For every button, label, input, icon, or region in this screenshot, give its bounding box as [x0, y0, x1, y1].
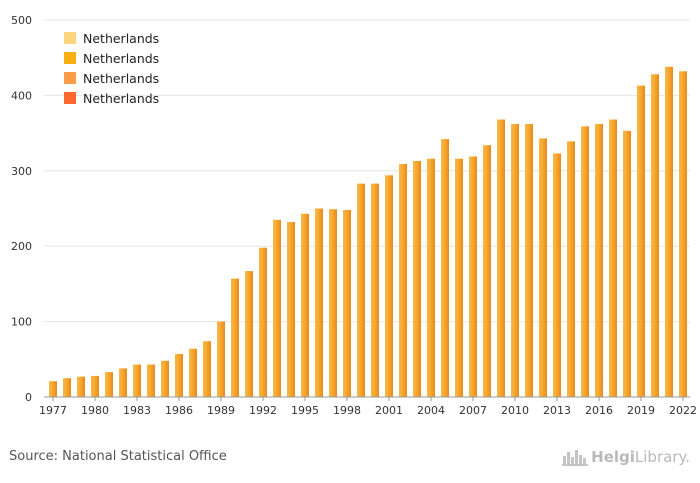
- legend-swatch: [64, 32, 76, 44]
- legend-item[interactable]: Netherlands: [64, 68, 159, 88]
- x-tick-label: 2007: [459, 404, 487, 417]
- y-tick-label: 300: [11, 165, 32, 178]
- legend-label: Netherlands: [83, 30, 160, 46]
- city-skyline-icon: [562, 450, 589, 466]
- bar-1977[interactable]: [49, 381, 57, 397]
- x-tick-label: 2019: [627, 404, 655, 417]
- bar-1999[interactable]: [357, 183, 365, 397]
- bar-2000[interactable]: [371, 183, 379, 397]
- bar-2011[interactable]: [525, 124, 533, 398]
- bar-1997[interactable]: [329, 209, 337, 397]
- bar-1993[interactable]: [273, 219, 281, 397]
- bar-1992[interactable]: [259, 247, 267, 397]
- y-tick-label: 100: [11, 316, 32, 329]
- bar-1991[interactable]: [245, 271, 253, 397]
- bar-1982[interactable]: [119, 368, 127, 397]
- x-tick-label: 1998: [333, 404, 361, 417]
- bar-2020[interactable]: [651, 74, 659, 397]
- bar-1985[interactable]: [161, 360, 169, 397]
- bar-2003[interactable]: [413, 161, 421, 397]
- y-tick-label: 200: [11, 240, 32, 253]
- legend: Netherlands Netherlands Netherlands Neth…: [64, 28, 159, 108]
- bar-1978[interactable]: [63, 378, 71, 397]
- x-tick-label: 1992: [249, 404, 277, 417]
- bar-2021[interactable]: [665, 66, 673, 397]
- x-tick-label: 2016: [585, 404, 613, 417]
- bar-2001[interactable]: [385, 175, 393, 397]
- bar-1979[interactable]: [77, 376, 85, 397]
- bar-2012[interactable]: [539, 138, 547, 397]
- bar-1986[interactable]: [175, 354, 183, 397]
- x-tick-label: 1983: [123, 404, 151, 417]
- logo-text-library: Library: [634, 448, 686, 466]
- axes: 0 100 200 300 400 500 1977 1980 1983 1986 1989 1992…: [11, 14, 697, 417]
- bar-1984[interactable]: [147, 364, 155, 397]
- legend-label: Netherlands: [83, 50, 160, 66]
- legend-item[interactable]: Netherlands: [64, 48, 159, 68]
- bar-2009[interactable]: [497, 119, 505, 397]
- x-tick-label: 1989: [207, 404, 235, 417]
- bar-1994[interactable]: [287, 222, 295, 397]
- bar-2017[interactable]: [609, 119, 617, 397]
- bar-2007[interactable]: [469, 156, 477, 397]
- bar-2002[interactable]: [399, 164, 407, 397]
- bar-series: [49, 66, 687, 398]
- x-tick-label: 1995: [291, 404, 319, 417]
- bar-1989[interactable]: [217, 321, 225, 397]
- bar-2008[interactable]: [483, 145, 491, 397]
- x-tick-label: 2022: [669, 404, 697, 417]
- bar-1998[interactable]: [343, 210, 351, 397]
- bar-2018[interactable]: [623, 130, 631, 397]
- y-tick-label: 400: [11, 89, 32, 102]
- bar-1987[interactable]: [189, 348, 197, 397]
- x-tick-label: 1986: [165, 404, 193, 417]
- legend-swatch: [64, 72, 76, 84]
- bar-2022[interactable]: [679, 71, 687, 398]
- x-tick-label: 2001: [375, 404, 403, 417]
- legend-item[interactable]: Netherlands: [64, 28, 159, 48]
- logo-text-dot: .: [685, 448, 690, 466]
- bar-2010[interactable]: [511, 124, 519, 398]
- x-tick-label: 2004: [417, 404, 445, 417]
- bar-1980[interactable]: [91, 375, 99, 397]
- bar-1988[interactable]: [203, 341, 211, 397]
- bar-2004[interactable]: [427, 158, 435, 397]
- y-tick-label: 500: [11, 14, 32, 27]
- logo-text-helgi: Helgi: [591, 448, 635, 466]
- legend-item[interactable]: Netherlands: [64, 88, 159, 108]
- bar-1983[interactable]: [133, 364, 141, 397]
- bar-2013[interactable]: [553, 153, 561, 397]
- x-tick-label: 2010: [501, 404, 529, 417]
- bar-1990[interactable]: [231, 278, 239, 397]
- x-tick-label: 1980: [81, 404, 109, 417]
- x-tick-label: 2013: [543, 404, 571, 417]
- bar-2006[interactable]: [455, 158, 463, 397]
- x-tick-label: 1977: [39, 404, 67, 417]
- legend-label: Netherlands: [83, 90, 160, 106]
- bar-chart: 0 100 200 300 400 500 1977 1980 1983 1986 1989 1992…: [11, 14, 697, 417]
- bar-2019[interactable]: [637, 85, 645, 397]
- helgi-library-logo[interactable]: HelgiLibrary.: [562, 448, 690, 466]
- bar-2016[interactable]: [595, 124, 603, 398]
- bar-1996[interactable]: [315, 208, 323, 398]
- legend-swatch: [64, 52, 76, 64]
- bar-1981[interactable]: [105, 372, 113, 397]
- source-note: Source: National Statistical Office: [9, 449, 227, 464]
- bar-1995[interactable]: [301, 213, 309, 397]
- bar-2005[interactable]: [441, 139, 449, 397]
- legend-swatch: [64, 92, 76, 104]
- bar-2014[interactable]: [567, 141, 575, 397]
- legend-label: Netherlands: [83, 70, 160, 86]
- bar-2015[interactable]: [581, 126, 589, 397]
- y-tick-label: 0: [25, 391, 32, 404]
